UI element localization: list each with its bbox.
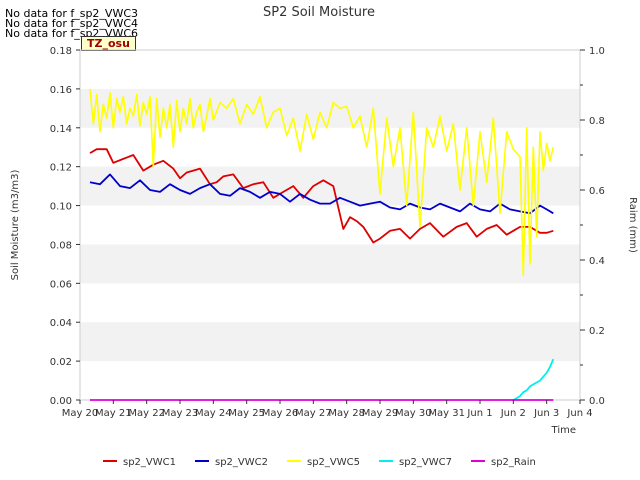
y2-tick-label: 0.8 xyxy=(589,116,605,127)
x-tick-label: May 31 xyxy=(428,408,465,419)
x-tick-label: May 28 xyxy=(328,408,365,419)
y-tick-label: 0.06 xyxy=(50,279,72,290)
legend: sp2_VWC1 sp2_VWC2 sp2_VWC5 sp2_VWC7 sp2_Rain xyxy=(103,457,536,468)
x-tick-label: May 23 xyxy=(162,408,199,419)
nodata-note-vwc4: No data for f_sp2_VWC4 xyxy=(5,17,139,30)
x-tick-label: May 27 xyxy=(295,408,332,419)
x-tick-label: May 29 xyxy=(362,408,399,419)
chart-title: SP2 Soil Moisture xyxy=(263,5,375,20)
y2-axis: 0.0 0.2 0.4 0.6 0.8 1.0 xyxy=(580,46,605,407)
y-tick-label: 0.04 xyxy=(50,318,72,329)
x-tick-label: May 25 xyxy=(228,408,265,419)
x-tick-label: May 26 xyxy=(262,408,299,419)
grid-band xyxy=(80,166,580,206)
legend-label: sp2_VWC2 xyxy=(215,457,268,468)
series-line-sp2-vwc5 xyxy=(89,88,555,277)
y2-axis-label: Raim (mm) xyxy=(627,197,638,253)
y2-tick-label: 0.2 xyxy=(589,326,605,337)
x-tick-label: Jun 1 xyxy=(466,408,492,419)
grid-band xyxy=(80,244,580,284)
y-tick-label: 0.12 xyxy=(50,163,72,174)
x-tick-label: May 20 xyxy=(62,408,99,419)
grid-band xyxy=(80,322,580,362)
legend-label: sp2_VWC7 xyxy=(399,457,452,468)
y-tick-label: 0.16 xyxy=(50,85,72,96)
x-tick-label: May 24 xyxy=(195,408,232,419)
x-tick-label: Jun 3 xyxy=(533,408,559,419)
legend-label: sp2_Rain xyxy=(491,457,536,468)
series-line-sp2-vwc2 xyxy=(89,173,554,215)
legend-label: sp2_VWC1 xyxy=(123,457,176,468)
y-tick-label: 0.02 xyxy=(50,357,72,368)
y-axis: 0.00 0.02 0.04 0.06 0.08 0.10 0.12 0.14 0.16 0.18 xyxy=(50,46,80,407)
x-axis-label: Time xyxy=(551,425,576,436)
y-tick-label: 0.14 xyxy=(50,124,72,135)
x-tick-label: May 21 xyxy=(95,408,132,419)
x-tick-label: Jun 4 xyxy=(566,408,592,419)
y2-tick-label: 0.0 xyxy=(589,396,605,407)
nodata-note-vwc6: No data for f_sp2_VWC6 xyxy=(5,27,139,40)
y-axis-label: Soil Moisture (m3/m3) xyxy=(10,170,21,281)
nodata-note-vwc3: No data for f_sp2_VWC3 xyxy=(5,7,139,20)
timezone-badge: TZ_osu xyxy=(81,36,136,51)
legend-label: sp2_VWC5 xyxy=(307,457,360,468)
y-tick-label: 0.18 xyxy=(50,46,72,57)
series-line-sp2-vwc7 xyxy=(512,358,555,401)
x-tick-label: Jun 2 xyxy=(500,408,526,419)
x-tick-label: May 22 xyxy=(128,408,165,419)
x-tick-label: May 30 xyxy=(395,408,432,419)
y-tick-label: 0.08 xyxy=(50,240,72,251)
y-tick-label: 0.10 xyxy=(50,202,72,213)
y2-tick-label: 1.0 xyxy=(589,46,605,57)
y-tick-label: 0.00 xyxy=(50,396,72,407)
y2-tick-label: 0.6 xyxy=(589,186,605,197)
y2-tick-label: 0.4 xyxy=(589,256,605,267)
series-layer xyxy=(89,88,555,401)
series-line-sp2-vwc1 xyxy=(89,148,554,244)
